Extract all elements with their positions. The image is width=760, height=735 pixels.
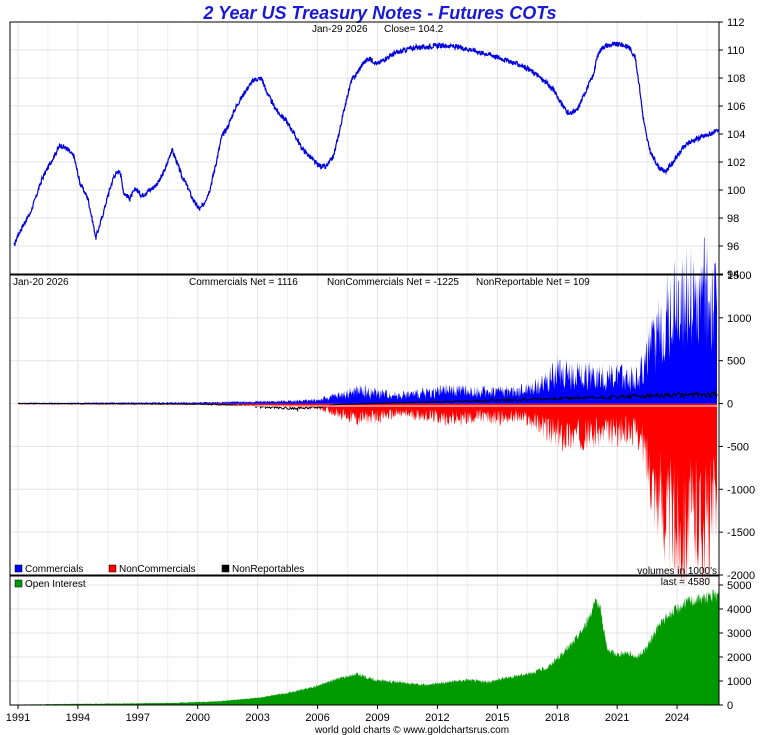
cot-y-tick-label: -1000	[727, 484, 755, 496]
cot-y-tick-label: 500	[727, 356, 745, 368]
last-value-label: last = 4580	[661, 577, 711, 588]
price-y-tick-label: 98	[727, 213, 739, 225]
noncommercials-net-label: NonCommercials Net = -1225	[327, 277, 459, 288]
cot-panel: Jan-20 2026 Commercials Net = 1116 NonCo…	[9, 236, 755, 591]
nonreportable-net-label: NonReportable Net = 109	[476, 277, 590, 288]
legend-swatch-commercials	[14, 564, 23, 573]
open-interest-area	[14, 589, 719, 705]
x-tick-label: 2006	[305, 712, 329, 724]
legend-swatch-nonreportables	[221, 564, 230, 573]
legend-label-nonreportables: NonReportables	[232, 564, 304, 575]
legend-swatch-open-interest	[14, 579, 23, 588]
cot-y-tick-label: -1500	[727, 527, 755, 539]
price-y-tick-label: 112	[727, 17, 745, 29]
cot-legend: Commercials NonCommercials NonReportable…	[14, 564, 304, 575]
price-y-tick-label: 104	[727, 129, 745, 141]
price-date-label: Jan-29 2026	[312, 24, 368, 35]
nonreportables-line	[17, 390, 718, 413]
volumes-note: volumes in 1000's	[637, 566, 717, 577]
price-line	[13, 41, 720, 246]
x-tick-label: 2009	[365, 712, 389, 724]
x-tick-label: 1997	[126, 712, 150, 724]
x-tick-label: 1994	[66, 712, 90, 724]
x-tick-label: 2012	[425, 712, 449, 724]
oi-y-tick-label: 1000	[727, 676, 751, 688]
price-y-tick-label: 102	[727, 157, 745, 169]
price-panel: Jan-29 2026 Close= 104.2 94 96 98 100 102 104…	[9, 17, 745, 281]
x-tick-label: 2021	[605, 712, 629, 724]
cot-y-tick-label: -500	[727, 441, 749, 453]
price-y-tick-label: 106	[727, 101, 745, 113]
open-interest-panel: Open Interest last = 4580 0 1000 2000 3000 4…	[6, 575, 751, 724]
cot-y-tick-label: -2000	[727, 570, 755, 582]
cot-y-tick-label: 1000	[727, 313, 751, 325]
legend-label-commercials: Commercials	[25, 564, 83, 575]
x-tick-label: 2003	[245, 712, 269, 724]
oi-y-tick-label: 2000	[727, 652, 751, 664]
legend-label-noncommercials: NonCommercials	[119, 564, 196, 575]
oi-y-tick-label: 5000	[727, 580, 751, 592]
price-y-tick-label: 96	[727, 241, 739, 253]
oi-y-tick-label: 4000	[727, 604, 751, 616]
cot-y-tick-label: 1500	[727, 270, 751, 282]
footer-credit: world gold charts © www.goldchartsrus.co…	[314, 725, 509, 735]
x-tick-label: 1991	[6, 712, 30, 724]
legend-swatch-noncommercials	[108, 564, 117, 573]
noncommercials-area	[18, 403, 717, 591]
legend-label-open-interest: Open Interest	[25, 579, 86, 590]
commercials-net-label: Commercials Net = 1116	[189, 277, 298, 288]
x-tick-label: 2018	[545, 712, 569, 724]
oi-y-tick-label: 0	[727, 700, 733, 712]
price-y-tick-label: 110	[727, 45, 745, 57]
oi-y-tick-label: 3000	[727, 628, 751, 640]
price-y-tick-label: 94	[727, 269, 739, 281]
price-close-label: Close= 104.2	[384, 24, 444, 35]
cot-date-label: Jan-20 2026	[13, 277, 69, 288]
cot-y-tick-label: 0	[727, 399, 733, 411]
x-tick-label: 2000	[185, 712, 209, 724]
commercials-area	[18, 236, 717, 404]
price-y-tick-label: 100	[727, 185, 745, 197]
chart-title: 2 Year US Treasury Notes - Futures COTs	[202, 3, 556, 23]
x-tick-label: 2015	[485, 712, 509, 724]
x-tick-label: 2024	[665, 712, 689, 724]
price-y-tick-label: 108	[727, 73, 745, 85]
